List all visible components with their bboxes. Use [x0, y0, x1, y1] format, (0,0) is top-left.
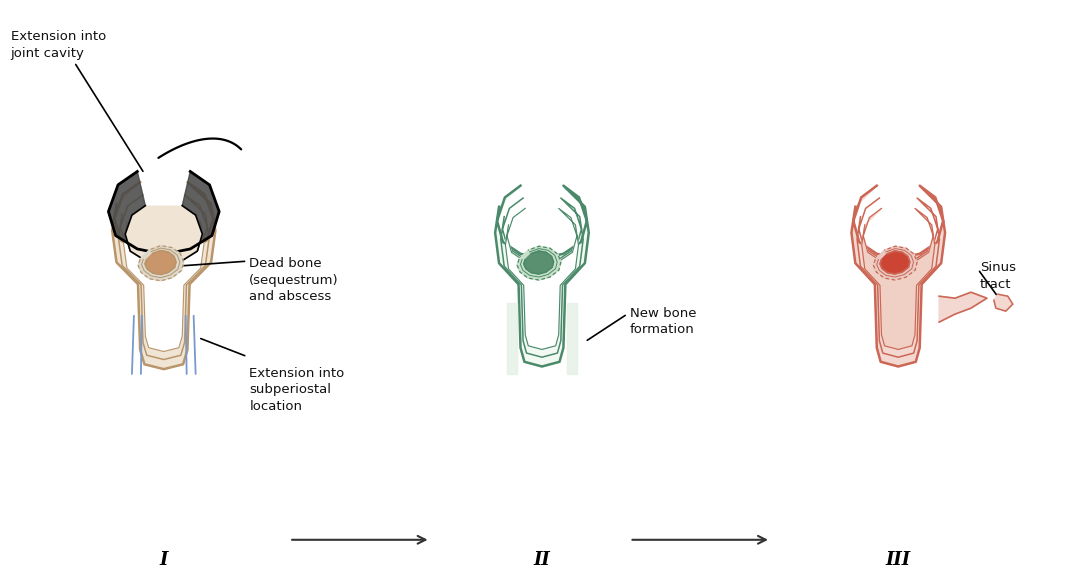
Polygon shape [939, 292, 987, 322]
Polygon shape [506, 208, 578, 350]
Polygon shape [524, 251, 554, 274]
Text: III: III [886, 551, 911, 569]
Polygon shape [568, 303, 577, 373]
Polygon shape [112, 182, 216, 369]
Text: Extension into
joint cavity: Extension into joint cavity [11, 30, 106, 60]
Polygon shape [880, 251, 910, 274]
Text: I: I [160, 551, 168, 569]
Polygon shape [138, 245, 184, 281]
Polygon shape [851, 186, 945, 367]
Text: Dead bone
(sequestrum)
and abscess: Dead bone (sequestrum) and abscess [250, 257, 339, 303]
Polygon shape [862, 208, 935, 350]
Polygon shape [874, 246, 918, 280]
Polygon shape [495, 186, 589, 367]
Polygon shape [507, 303, 516, 373]
Polygon shape [145, 251, 176, 274]
Text: II: II [534, 551, 551, 569]
Text: Extension into
subperiostal
location: Extension into subperiostal location [250, 367, 345, 413]
Polygon shape [109, 171, 219, 265]
Text: Sinus
tract: Sinus tract [980, 261, 1016, 291]
Polygon shape [517, 246, 561, 280]
Polygon shape [124, 206, 204, 351]
Polygon shape [993, 294, 1013, 311]
Polygon shape [126, 206, 202, 265]
Text: New bone
formation: New bone formation [630, 307, 696, 336]
